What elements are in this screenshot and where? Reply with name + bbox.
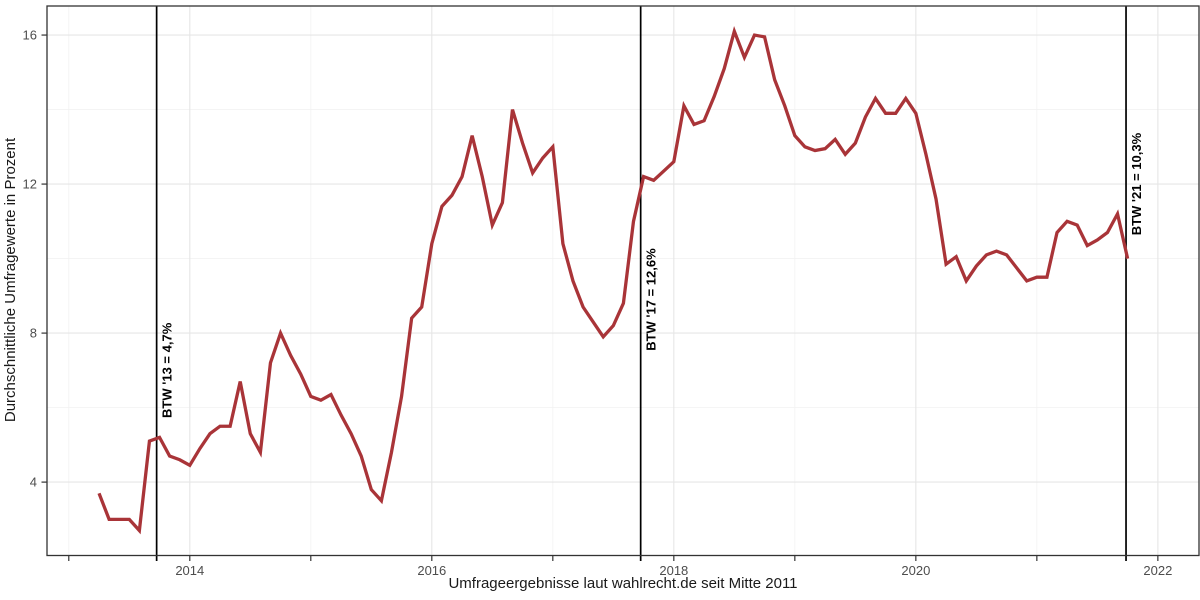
y-tick-label: 4 [30,475,37,490]
election-marker-lines [155,6,1127,561]
y-tick-label: 12 [23,177,37,192]
election-labels: BTW '13 = 4,7% BTW '17 = 12,6% BTW '21 = 1… [160,132,1144,418]
x-axis-title: Umfrageergebnisse laut wahlrecht.de seit… [448,575,797,592]
y-axis-title: Durchschnittliche Umfragewerte in Prozen… [2,137,19,422]
x-tick-label: 2014 [175,563,204,578]
election-label: BTW '17 = 12,6% [644,248,659,351]
gridlines-minor [47,6,1199,556]
y-tick-label: 16 [23,28,37,43]
panel-border [46,5,1200,557]
election-label: BTW '13 = 4,7% [160,322,175,418]
election-label: BTW '21 = 10,3% [1129,132,1144,235]
poll-average-line-group [97,26,1130,535]
poll-average-line [97,26,1130,535]
x-tick-label: 2018 [659,563,688,578]
x-tick-label: 2022 [1143,563,1172,578]
panel-border-rect [46,5,1200,557]
x-tick-label: 2016 [417,563,446,578]
x-tick-label: 2020 [901,563,930,578]
axis-tick-labels: 2014 2016 2018 2020 2022 4 8 12 16 [23,28,1173,578]
y-tick-label: 8 [30,326,37,341]
axis-ticks [41,34,1159,561]
